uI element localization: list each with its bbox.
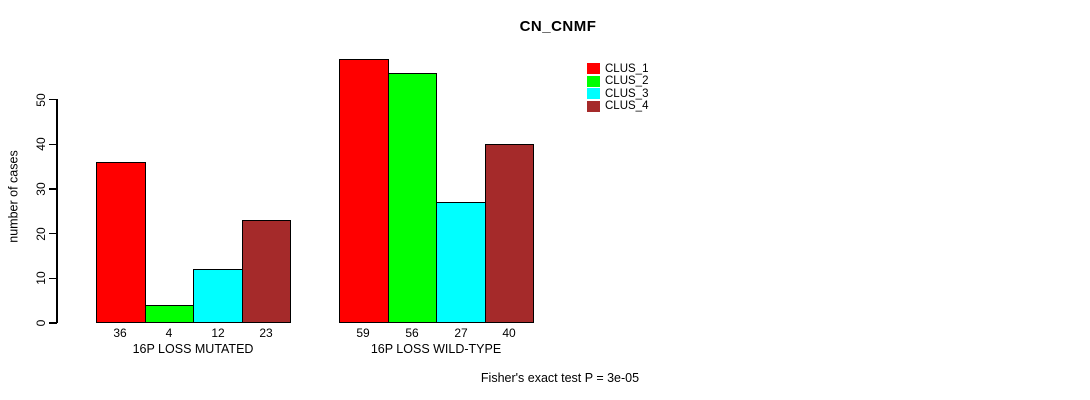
bar-clus_4-1 [242, 220, 291, 323]
bar-clus_2-2 [388, 73, 437, 323]
y-axis-tick [49, 98, 57, 101]
legend-swatch-clus_4 [587, 100, 600, 112]
group-label: 16P LOSS MUTATED [132, 342, 254, 356]
bar-value-label: 59 [356, 326, 370, 340]
legend-label: CLUS_3 [605, 87, 649, 100]
legend-swatch-clus_2 [587, 75, 600, 87]
bar-value-label: 36 [113, 326, 127, 340]
y-axis-tick-label: 0 [34, 319, 48, 327]
legend-label: CLUS_1 [605, 62, 649, 75]
y-axis-tick-label: 10 [34, 271, 48, 285]
bar-clus_1-2 [339, 59, 389, 323]
bar-value-label: 23 [259, 326, 273, 340]
y-axis-tick [49, 322, 57, 324]
y-axis-tick [49, 232, 57, 235]
y-axis-tick-label: 40 [34, 137, 48, 151]
bar-clus_1-1 [96, 162, 146, 323]
y-axis-tick [49, 143, 57, 146]
y-axis-tick-label: 50 [34, 92, 48, 107]
group-label: 16P LOSS WILD-TYPE [370, 342, 502, 356]
y-axis-tick-label: 30 [34, 182, 48, 196]
bar-value-label: 27 [454, 326, 468, 340]
y-axis-label: number of cases [6, 150, 21, 243]
legend-swatch-clus_1 [587, 63, 600, 74]
annotation-text: Fisher's exact test P = 3e-05 [480, 371, 640, 385]
chart-title: CN_CNMF [519, 18, 597, 35]
bar-value-label: 12 [211, 326, 225, 340]
legend-label: CLUS_4 [605, 100, 649, 113]
bar-clus_3-2 [436, 202, 486, 323]
bar-clus_4-2 [485, 144, 534, 323]
legend-swatch-clus_3 [587, 88, 600, 100]
y-axis-tick [49, 188, 57, 190]
y-axis-tick [49, 277, 57, 280]
bar-value-label: 4 [165, 326, 173, 340]
bar-value-label: 56 [405, 326, 419, 340]
legend-label: CLUS_2 [605, 75, 649, 88]
bar-clus_3-1 [193, 269, 243, 323]
bar-value-label: 40 [502, 326, 516, 340]
y-axis-tick-label: 20 [34, 226, 48, 241]
y-axis-line [56, 99, 58, 323]
bar-clus_2-1 [145, 305, 194, 323]
